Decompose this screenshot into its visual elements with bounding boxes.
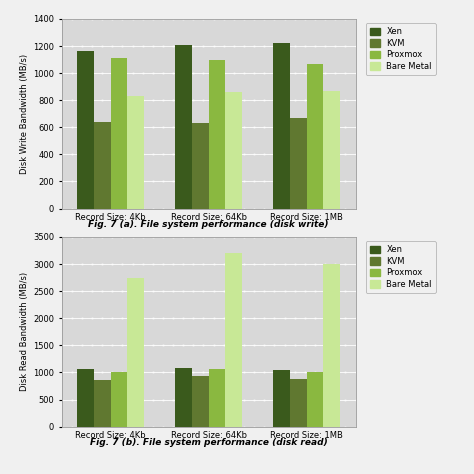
Legend: Xen, KVM, Proxmox, Bare Metal: Xen, KVM, Proxmox, Bare Metal	[365, 241, 436, 293]
Bar	[307, 372, 323, 427]
Bar	[77, 369, 94, 427]
Bar	[127, 96, 144, 209]
Bar	[110, 58, 127, 209]
Bar	[323, 91, 340, 209]
Bar	[225, 92, 242, 209]
Bar	[175, 367, 192, 427]
Text: Fig. 7 (a). File system performance (disk write): Fig. 7 (a). File system performance (dis…	[88, 220, 329, 229]
Bar	[323, 264, 340, 427]
Legend: Xen, KVM, Proxmox, Bare Metal: Xen, KVM, Proxmox, Bare Metal	[365, 23, 436, 75]
Y-axis label: Disk Read Bandwidth (MB/s): Disk Read Bandwidth (MB/s)	[20, 272, 29, 392]
Bar	[273, 370, 290, 427]
Bar	[77, 52, 94, 209]
Bar	[175, 45, 192, 209]
Bar	[290, 380, 307, 427]
Bar	[209, 369, 225, 427]
Bar	[94, 380, 110, 427]
Bar	[110, 373, 127, 427]
Y-axis label: Disk Write Bandwidth (MB/s): Disk Write Bandwidth (MB/s)	[20, 54, 29, 174]
Bar	[273, 43, 290, 209]
Bar	[290, 118, 307, 209]
Bar	[192, 376, 209, 427]
Bar	[127, 278, 144, 427]
Bar	[192, 123, 209, 209]
Bar	[307, 64, 323, 209]
Bar	[209, 60, 225, 209]
Bar	[225, 253, 242, 427]
Bar	[94, 122, 110, 209]
Text: Fig. 7 (b). File system performance (disk read): Fig. 7 (b). File system performance (dis…	[90, 438, 328, 447]
